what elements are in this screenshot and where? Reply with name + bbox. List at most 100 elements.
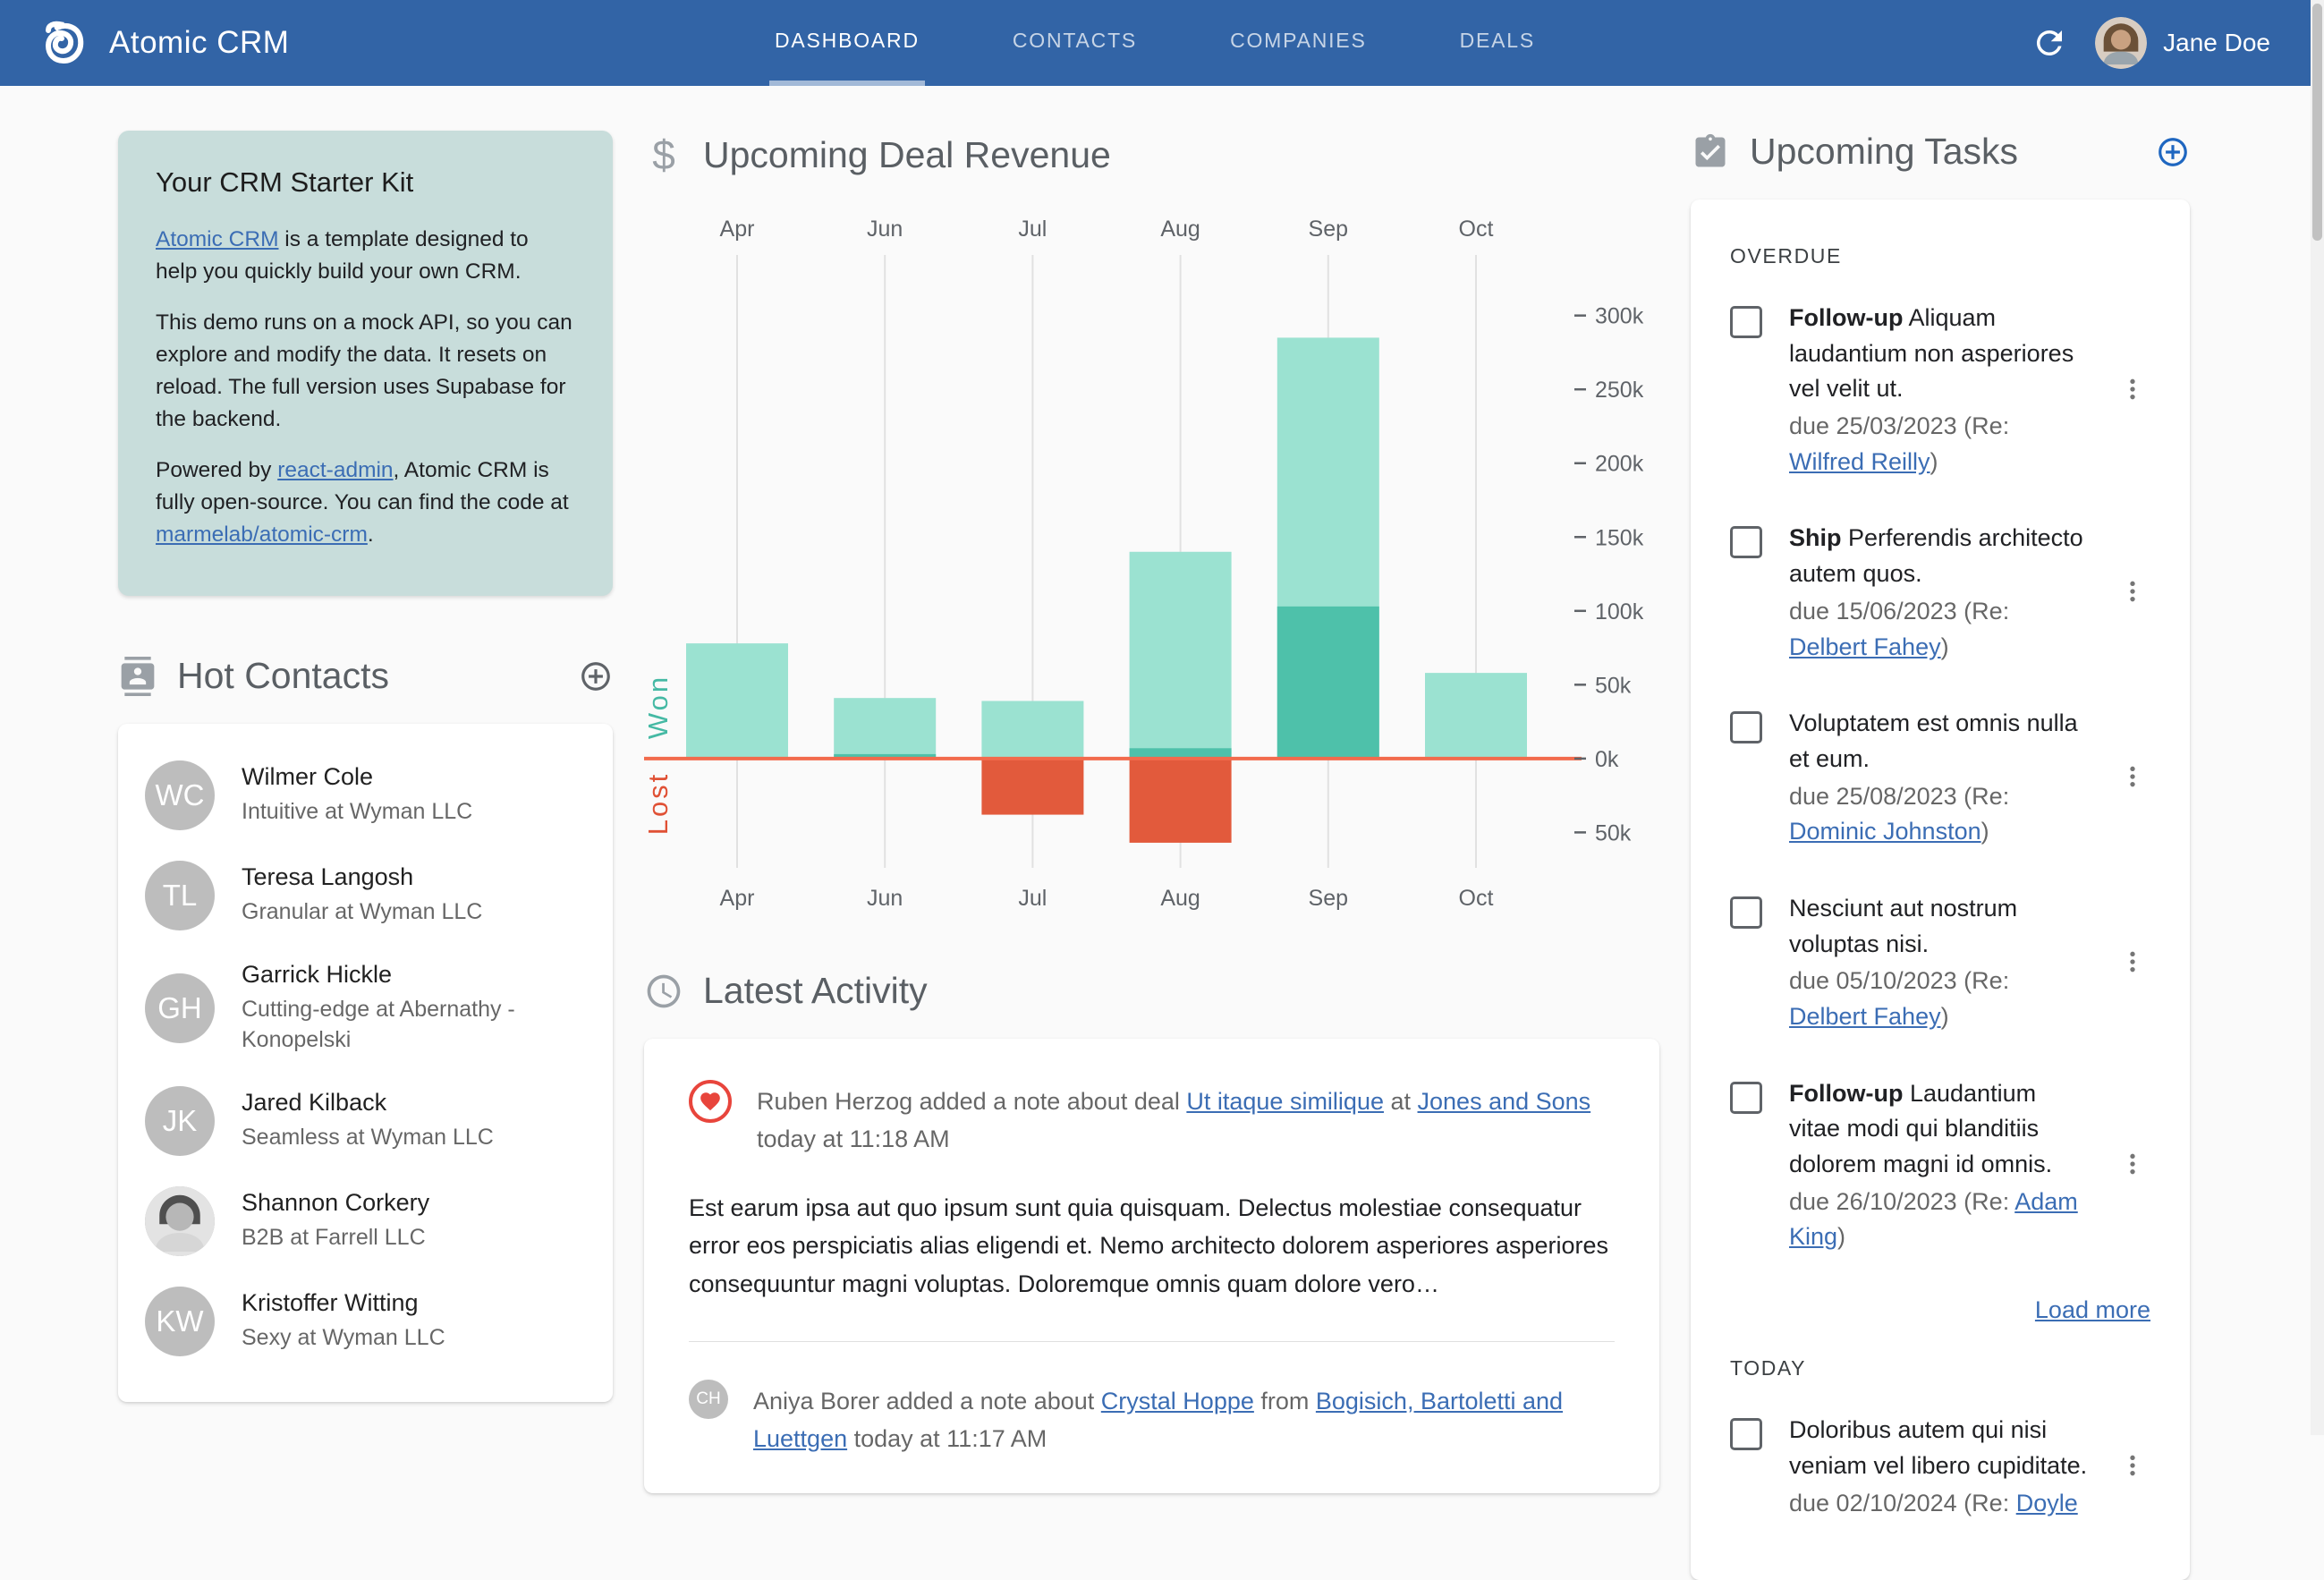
load-more-link[interactable]: Load more xyxy=(2035,1296,2150,1323)
tab-dashboard[interactable]: DASHBOARD xyxy=(769,0,925,86)
activity-link[interactable]: Crystal Hoppe xyxy=(1101,1388,1254,1414)
contact-name: Shannon Corkery xyxy=(242,1189,429,1217)
brand[interactable]: Atomic CRM xyxy=(39,18,415,68)
dollar-icon: $ xyxy=(644,131,683,179)
task-contact-link[interactable]: Delbert Fahey xyxy=(1789,633,1941,660)
contact-name: Wilmer Cole xyxy=(242,763,472,791)
task-content: Voluptatem est omnis nulla et eum.due 25… xyxy=(1789,706,2088,850)
x-axis-label-bottom: Jul xyxy=(1018,886,1047,911)
left-column: Your CRM Starter Kit Atomic CRM is a tem… xyxy=(118,131,613,1402)
task-type-label: Ship xyxy=(1789,524,1842,551)
task-menu-button[interactable] xyxy=(2115,1451,2150,1482)
task-due-text: ) xyxy=(1941,633,1949,660)
main-nav: DASHBOARD CONTACTS COMPANIES DEALS xyxy=(415,0,1895,86)
refresh-button[interactable] xyxy=(2031,24,2068,62)
activity-text-segment: Ruben Herzog added a note about deal xyxy=(757,1088,1186,1115)
user-menu[interactable]: Jane Doe xyxy=(2095,17,2270,69)
lost-axis-label: Lost xyxy=(644,772,674,836)
task-checkbox[interactable] xyxy=(1730,896,1762,929)
x-axis-label-bottom: Sep xyxy=(1309,886,1348,911)
y-axis-label: 0k xyxy=(1595,747,1619,772)
task-menu-button[interactable] xyxy=(2115,577,2150,608)
task-menu-button[interactable] xyxy=(2115,762,2150,794)
atomic-crm-link[interactable]: Atomic CRM xyxy=(156,227,278,251)
bar-won[interactable] xyxy=(1277,607,1379,759)
contact-initials-avatar: GH xyxy=(145,973,215,1043)
task-content: Follow-up Aliquam laudantium non asperio… xyxy=(1789,301,2088,480)
add-contact-button[interactable] xyxy=(579,659,613,693)
task-content: Follow-up Laudantium vitae modi qui blan… xyxy=(1789,1076,2088,1255)
contact-initials-avatar: TL xyxy=(145,861,215,930)
task-item: Voluptatem est omnis nulla et eum.due 25… xyxy=(1730,706,2150,850)
contact-initials-avatar: CH xyxy=(689,1380,728,1419)
task-text: Voluptatem est omnis nulla et eum. xyxy=(1789,706,2088,777)
x-axis-label-top: Jul xyxy=(1018,217,1047,242)
task-due-date: due 26/10/2023 (Re: Adam King) xyxy=(1789,1185,2088,1255)
task-menu-button[interactable] xyxy=(2115,375,2150,406)
scrollbar-thumb[interactable] xyxy=(2312,4,2322,241)
task-checkbox[interactable] xyxy=(1730,526,1762,558)
page-scrollbar[interactable] xyxy=(2311,0,2324,1435)
task-due-text: due 15/06/2023 (Re: xyxy=(1789,598,2009,624)
task-checkbox[interactable] xyxy=(1730,1418,1762,1450)
contact-subtitle: Sexy at Wyman LLC xyxy=(242,1323,445,1354)
hot-contacts-header: Hot Contacts xyxy=(118,655,613,697)
bar-lost[interactable] xyxy=(981,759,1083,815)
task-checkbox[interactable] xyxy=(1730,306,1762,338)
task-due-text: due 05/10/2023 (Re: xyxy=(1789,967,2009,994)
activity-link[interactable]: Ut itaque similique xyxy=(1186,1088,1384,1115)
task-checkbox[interactable] xyxy=(1730,711,1762,743)
task-contact-link[interactable]: Delbert Fahey xyxy=(1789,1003,1941,1030)
x-axis-label-top: Jun xyxy=(867,217,903,242)
tab-deals[interactable]: DEALS xyxy=(1455,0,1540,86)
contacts-icon xyxy=(118,657,157,696)
task-text: Doloribus autem qui nisi veniam vel libe… xyxy=(1789,1413,2088,1483)
y-axis-label: 100k xyxy=(1595,599,1644,624)
bar-expected[interactable] xyxy=(1130,552,1232,759)
task-contact-link[interactable]: Wilfred Reilly xyxy=(1789,448,1930,475)
add-task-button[interactable] xyxy=(2156,135,2190,169)
bar-expected[interactable] xyxy=(686,643,788,759)
task-due-date: due 15/06/2023 (Re: Delbert Fahey) xyxy=(1789,594,2088,665)
task-contact-link[interactable]: Doyle xyxy=(2016,1490,2078,1516)
bar-expected[interactable] xyxy=(1425,673,1527,759)
bar-expected[interactable] xyxy=(834,698,936,759)
task-item: Doloribus autem qui nisi veniam vel libe… xyxy=(1730,1413,2150,1521)
contact-initials-avatar: WC xyxy=(145,760,215,830)
starter-kit-paragraph: This demo runs on a mock API, so you can… xyxy=(156,307,575,437)
task-content: Ship Perferendis architecto autem quos.d… xyxy=(1789,521,2088,665)
starter-kit-title: Your CRM Starter Kit xyxy=(156,166,575,199)
task-due-text: due 26/10/2023 (Re: xyxy=(1789,1188,2014,1215)
activity-link[interactable]: Jones and Sons xyxy=(1418,1088,1591,1115)
tab-companies[interactable]: COMPANIES xyxy=(1225,0,1372,86)
contact-subtitle: B2B at Farrell LLC xyxy=(242,1223,429,1253)
task-menu-button[interactable] xyxy=(2115,1150,2150,1181)
bar-lost[interactable] xyxy=(1130,759,1232,843)
tab-contacts[interactable]: CONTACTS xyxy=(1007,0,1142,86)
react-admin-link[interactable]: react-admin xyxy=(277,458,393,482)
task-menu-button[interactable] xyxy=(2115,947,2150,979)
contact-list-item[interactable]: Shannon Corkery B2B at Farrell LLC xyxy=(118,1171,613,1271)
x-axis-label-top: Oct xyxy=(1459,217,1494,242)
task-checkbox[interactable] xyxy=(1730,1082,1762,1114)
task-description: Nesciunt aut nostrum voluptas nisi. xyxy=(1789,895,2017,957)
task-due-text: ) xyxy=(1941,1003,1949,1030)
bar-expected[interactable] xyxy=(981,701,1083,758)
task-type-label: Follow-up xyxy=(1789,304,1903,331)
task-type-label: Follow-up xyxy=(1789,1080,1903,1107)
contact-name: Kristoffer Witting xyxy=(242,1289,445,1317)
task-text: Nesciunt aut nostrum voluptas nisi. xyxy=(1789,891,2088,962)
activity-title: Latest Activity xyxy=(703,970,928,1012)
task-contact-link[interactable]: Dominic Johnston xyxy=(1789,818,1981,845)
marmelab-repo-link[interactable]: marmelab/atomic-crm xyxy=(156,522,368,547)
